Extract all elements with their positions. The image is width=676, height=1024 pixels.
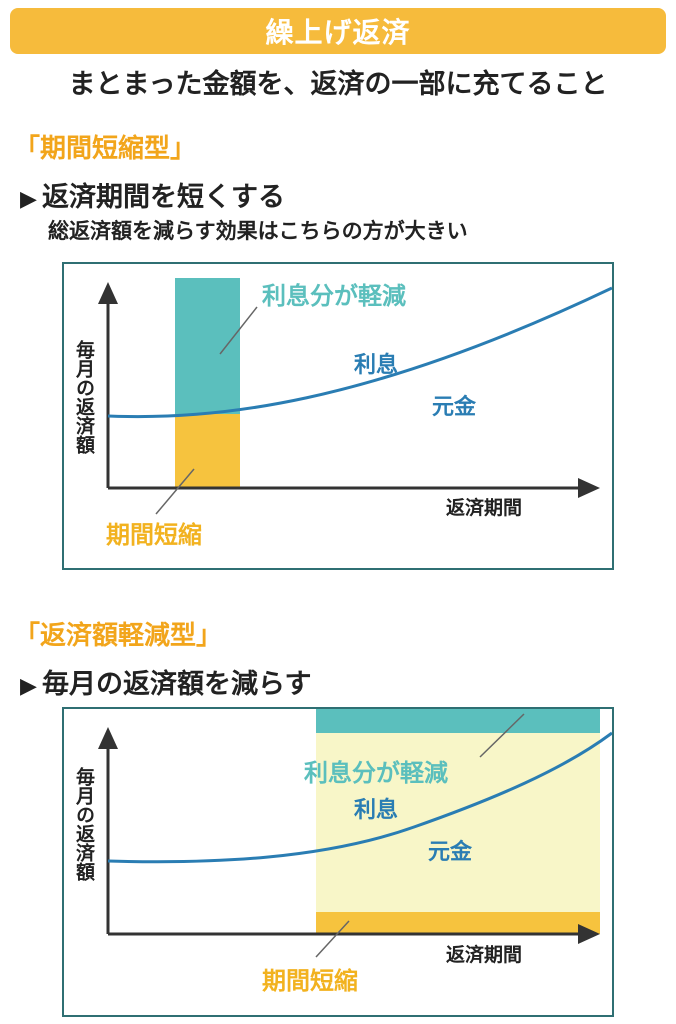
chart2-interest-curve [107, 731, 612, 864]
chart2-x-arrow-icon [578, 924, 600, 944]
chart1-y-label: 毎月の返済額 [73, 339, 96, 455]
chart2-shortened-label: 期間短縮 [262, 967, 358, 995]
page-title: 繰上げ返済 [265, 16, 411, 49]
chart2-shortened-bar [316, 912, 600, 934]
chart1-callout-line-top [219, 306, 258, 355]
chart2-interest-reduced-label: 利息分が軽減 [304, 759, 448, 787]
chart1-y-arrow-icon [98, 282, 118, 304]
chart1-interest-label: 利息 [354, 352, 398, 378]
chart1-interest-reduced-bar [175, 278, 240, 414]
chart1-interest-curve [107, 286, 612, 419]
chart1-x-label: 返済期間 [446, 496, 522, 519]
page-subtitle: まとまった金額を、返済の一部に充てること [68, 69, 608, 100]
play-triangle-icon: ▶ [20, 674, 37, 699]
chart2-y-arrow-icon [98, 727, 118, 749]
section1-note: 総返済額を減らす効果はこちらの方が大きい [48, 219, 468, 243]
chart1-box: 利息分が軽減 利息 元金 期間短縮 返済期間 毎月の返済額 [62, 262, 614, 570]
chart2-box: 利息分が軽減 利息 元金 期間短縮 返済期間 毎月の返済額 [62, 707, 614, 1017]
chart2-x-label: 返済期間 [446, 943, 522, 966]
chart2-interest-reduced-bar [316, 709, 600, 733]
section1-heading: 「期間短縮型」 [14, 134, 197, 164]
section2-heading: 「返済額軽減型」 [14, 621, 223, 651]
section1-bullet: ▶ 返済期間を短くする [20, 175, 285, 214]
section2-bullet: ▶ 毎月の返済額を減らす [20, 662, 311, 701]
chart2-y-label: 毎月の返済額 [73, 766, 96, 882]
chart1-x-arrow-icon [578, 478, 600, 498]
play-triangle-icon: ▶ [20, 187, 37, 212]
chart1-principal-label: 元金 [432, 394, 477, 420]
chart2-callout-line-bottom [315, 920, 350, 958]
chart2-svg: 利息分が軽減 利息 元金 期間短縮 返済期間 毎月の返済額 [73, 709, 612, 995]
title-banner: 繰上げ返済 [10, 8, 666, 54]
chart1-interest-reduced-label: 利息分が軽減 [262, 282, 406, 310]
chart1-shortened-label: 期間短縮 [106, 521, 202, 549]
chart2-reduced-area [316, 709, 600, 934]
section2-bullet-text: 毎月の返済額を減らす [42, 669, 312, 700]
chart1-shortened-bar [175, 414, 240, 488]
section1-bullet-text: 返済期間を短くする [42, 182, 285, 213]
chart2-callout-line-top [479, 713, 525, 758]
chart2-principal-label: 元金 [428, 839, 473, 865]
chart1-callout-line-bottom [155, 468, 195, 515]
chart1-svg: 利息分が軽減 利息 元金 期間短縮 返済期間 毎月の返済額 [73, 278, 612, 549]
chart2-interest-label: 利息 [354, 797, 398, 823]
